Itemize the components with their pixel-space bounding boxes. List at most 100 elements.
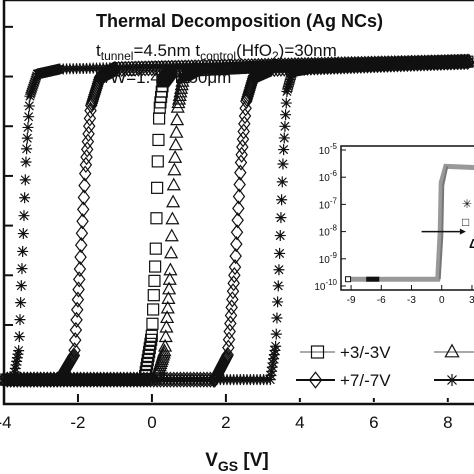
series-2-point (112, 60, 125, 78)
x-axis-ticks: -4 -2 0 2 4 6 8 (0, 394, 453, 432)
series-6-point (264, 374, 276, 386)
series-6-point (284, 76, 296, 88)
series-1-point (19, 192, 31, 204)
series-6-point (272, 296, 284, 308)
series-1-point (15, 280, 27, 292)
inset-legend-glyph: ✳ (462, 197, 472, 211)
series-4-point (166, 177, 181, 191)
series-5-point (234, 164, 247, 181)
series-6-point (265, 369, 277, 381)
x-axis-title: VGS [V] (205, 450, 269, 474)
series-5-point (236, 138, 249, 156)
series-2-point (83, 110, 97, 127)
series-4-point (162, 272, 177, 285)
series-2-point (71, 291, 85, 308)
series-6-point (274, 230, 286, 242)
series-2-point (76, 201, 90, 218)
series-6-point (271, 312, 283, 324)
series-2-point (132, 60, 145, 77)
inset-y-tick-exp: -10 (325, 278, 337, 287)
inset-y-tick-label: 10-7 (319, 196, 338, 211)
series-5-point (222, 339, 235, 356)
legend-marker (308, 371, 323, 389)
series-5-point (238, 107, 252, 125)
legend-label: +3/-3V (340, 343, 391, 362)
series-4-point (167, 162, 182, 176)
inset-y-tick-label: 10-8 (319, 224, 338, 239)
x-tick-label: 8 (443, 413, 452, 432)
series-2-point (72, 271, 86, 288)
series-2-point (70, 301, 84, 318)
series-4-point (172, 91, 187, 105)
x-tick-label: -4 (0, 413, 12, 432)
series-5-point (274, 60, 288, 77)
series-5-point (224, 315, 237, 332)
series-6-point (274, 247, 286, 259)
annotation-part: tunnel (101, 49, 134, 63)
series-layer (0, 53, 474, 388)
annotation-line-2: L/W=1.4μm/50μm (96, 68, 231, 87)
series-4-point (169, 124, 184, 138)
series-4-point (164, 228, 179, 242)
x-axis-title-main: V (205, 450, 218, 471)
series-6-point (282, 83, 294, 95)
inset-arrow-head (459, 228, 466, 235)
inset-y-tick-label: 10-10 (314, 278, 337, 293)
series-1-point (13, 331, 25, 343)
inset-y-tick-label: 10-6 (319, 169, 338, 184)
series-2-point (72, 281, 85, 298)
series-2-point (145, 60, 159, 77)
series-1-point (9, 366, 21, 378)
inset-x-tick-label: 0 (439, 295, 445, 306)
series-3-point (143, 341, 156, 354)
x-axis-title-sub: GS (218, 458, 238, 474)
series-5-point (237, 123, 250, 140)
series-5-point (281, 60, 294, 77)
series-1-point (27, 82, 39, 94)
legend-item: +7/-7V (296, 371, 474, 390)
series-2-point (138, 60, 152, 77)
inset-y-tick-exp: -5 (330, 142, 338, 151)
series-6-point (283, 78, 295, 90)
series-2-point (68, 342, 81, 359)
inset-curve-shifted (438, 166, 449, 280)
series-5-point (264, 60, 278, 78)
series-1-point (19, 174, 31, 186)
inset-x-tick-label: -9 (347, 295, 356, 306)
annotation-part: 2 (272, 49, 279, 63)
series-5-point (222, 331, 236, 348)
series-5-point (271, 60, 284, 77)
inset-y-tick-label: 10-5 (319, 142, 338, 157)
chart-title: Thermal Decomposition (Ag NCs) (96, 11, 383, 31)
inset-y-tick-base: 10 (319, 200, 331, 211)
series-1-point (25, 86, 37, 98)
series-5-point (232, 188, 246, 205)
series-3-point (149, 242, 162, 255)
series-5-point (268, 60, 281, 78)
series-1-point (17, 228, 29, 240)
series-1-point (29, 76, 41, 88)
series-2-point (128, 60, 142, 77)
x-axis-label: VGS [V] (205, 450, 269, 474)
series-6 (0, 56, 473, 386)
legend-background (296, 338, 474, 398)
series-6-point (267, 357, 279, 369)
series-1-point (25, 88, 37, 100)
series-1-point (11, 355, 23, 367)
series-3-point (161, 69, 174, 82)
series-1-point (14, 314, 26, 326)
series-5-point (228, 259, 242, 276)
inset-curve-grey (346, 163, 474, 282)
x-tick-label: 6 (369, 413, 378, 432)
series-1-point (28, 78, 40, 90)
annotation-part: control (200, 49, 236, 63)
series-6-point (280, 109, 292, 121)
series-4-point (170, 99, 185, 113)
series-6-point (269, 344, 281, 356)
series-4-point (170, 112, 185, 126)
series-2-point (135, 60, 149, 77)
series-2-point (118, 60, 132, 77)
inset-y-tick-exp: -9 (330, 251, 338, 260)
series-5-point (233, 176, 246, 193)
